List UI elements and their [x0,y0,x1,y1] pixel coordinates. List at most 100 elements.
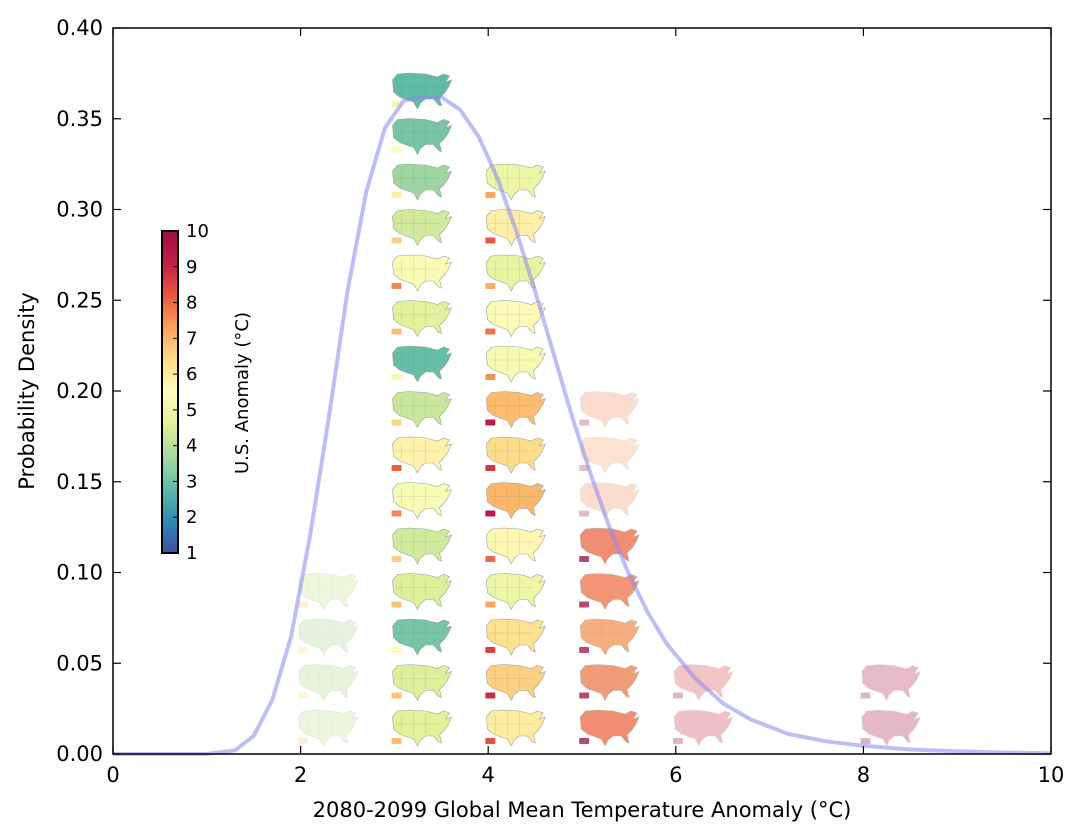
us-map-thumbnail [579,573,640,611]
us-map-thumbnail [860,709,922,747]
us-map-state-lines [583,530,628,554]
us-map-thumbnail [860,664,922,702]
us-map-state-lines [395,393,440,418]
us-map-state-lines [864,712,909,736]
alaska-inset [485,283,496,289]
us-map-state-lines [489,211,534,236]
us-map-thumbnail [672,664,734,702]
alaska-inset [391,647,402,653]
x-tick-label: 0 [106,763,119,787]
alaska-inset [297,601,308,608]
colorbar-tick-label: 9 [186,257,197,278]
us-map-shape [486,345,546,383]
colorbar-tick-label: 1 [186,543,197,564]
us-map-shape [392,527,453,565]
alaska-inset [579,556,590,562]
alaska-inset [485,465,496,471]
us-map-shape [392,482,453,520]
us-map-thumbnail [391,618,453,656]
alaska-inset [391,692,402,699]
us-map-shape [579,618,640,656]
us-map-shape [861,709,922,747]
alaska-inset [391,465,402,471]
us-map-shape [486,300,546,338]
us-map-shape [486,527,546,565]
us-map-thumbnail [297,709,359,747]
us-map-state-lines [489,348,534,372]
us-map-thumbnail [579,527,640,565]
alaska-inset [485,601,496,608]
y-tick-label: 0.20 [56,379,103,403]
us-map-state-lines [395,302,440,327]
us-map-thumbnail [485,573,546,611]
us-map-shape [486,709,546,747]
alaska-inset [579,601,590,608]
colorbar-tick-label: 10 [186,221,209,242]
us-map-state-lines [489,484,534,509]
us-map-thumbnail [391,118,453,156]
y-tick-label: 0.40 [56,16,103,40]
alaska-inset [485,419,496,426]
alaska-inset [579,738,590,744]
colorbar-label: U.S. Anomaly (°C) [232,312,253,474]
x-tick-label: 8 [857,763,870,787]
us-map-shape [392,436,453,474]
colorbar-tick-label: 8 [186,293,197,314]
us-map-thumbnail [391,709,453,747]
us-map-shape [392,573,453,611]
us-map-state-lines [395,666,440,691]
us-map-state-lines [395,712,440,736]
us-map-state-lines [489,257,534,281]
us-map-state-lines [395,257,440,281]
us-map-state-lines [395,166,440,190]
us-map-shape [673,709,734,747]
us-map-state-lines [489,530,534,554]
us-map-thumbnail [391,573,453,611]
us-map-thumbnail [485,300,546,338]
us-map-state-lines [301,666,346,691]
us-map-shape [861,664,922,702]
colorbar-tick-label: 5 [186,400,197,421]
us-map-shape [392,118,453,156]
us-map-shape [579,391,640,429]
x-axis-ticks: 0 2 4 6 8 10 [106,28,1064,787]
colorbar-tick-label: 6 [186,364,197,385]
us-map-state-lines [583,575,628,600]
us-map-state-lines [395,484,440,509]
us-map-state-lines [395,439,440,463]
us-map-state-lines [864,666,909,691]
alaska-inset [391,374,402,380]
us-map-thumbnail [579,664,640,702]
x-tick-label: 10 [1038,763,1065,787]
us-map-thumbnail [391,209,453,247]
plot-frame [112,27,1052,755]
us-map-thumbnail [297,618,359,656]
us-map-thumbnail [391,163,453,201]
us-map-thumbnail [485,664,546,702]
us-map-thumbnail [391,391,453,429]
alaska-inset [297,647,308,653]
y-axis-ticks: 0.00 0.05 0.10 0.15 0.20 0.25 0.30 0.35 0.40 [56,16,1051,766]
colorbar-ticks: 1 2 3 4 5 6 7 8 9 10 [173,221,209,564]
us-map-thumbnail [297,573,359,611]
us-map-state-lines [583,712,628,736]
y-tick-label: 0.30 [56,198,103,222]
y-tick-label: 0.00 [56,742,103,766]
alaska-inset [485,738,496,744]
us-map-shape [486,618,546,656]
us-map-thumbnail [391,664,453,702]
alaska-inset [485,192,496,198]
alaska-inset [485,556,496,562]
us-map-state-lines [489,302,534,327]
us-map-shape [486,436,546,474]
us-map-state-lines [395,211,440,236]
us-map-thumbnail [485,254,546,292]
us-map-shape [298,573,359,611]
us-map-state-lines [395,120,440,145]
alaska-inset [391,146,402,153]
y-tick-label: 0.25 [56,288,103,312]
colorbar-tick-label: 2 [186,507,197,528]
us-map-state-lines [583,621,628,645]
us-map-state-lines [489,439,534,463]
alaska-inset [485,237,496,244]
